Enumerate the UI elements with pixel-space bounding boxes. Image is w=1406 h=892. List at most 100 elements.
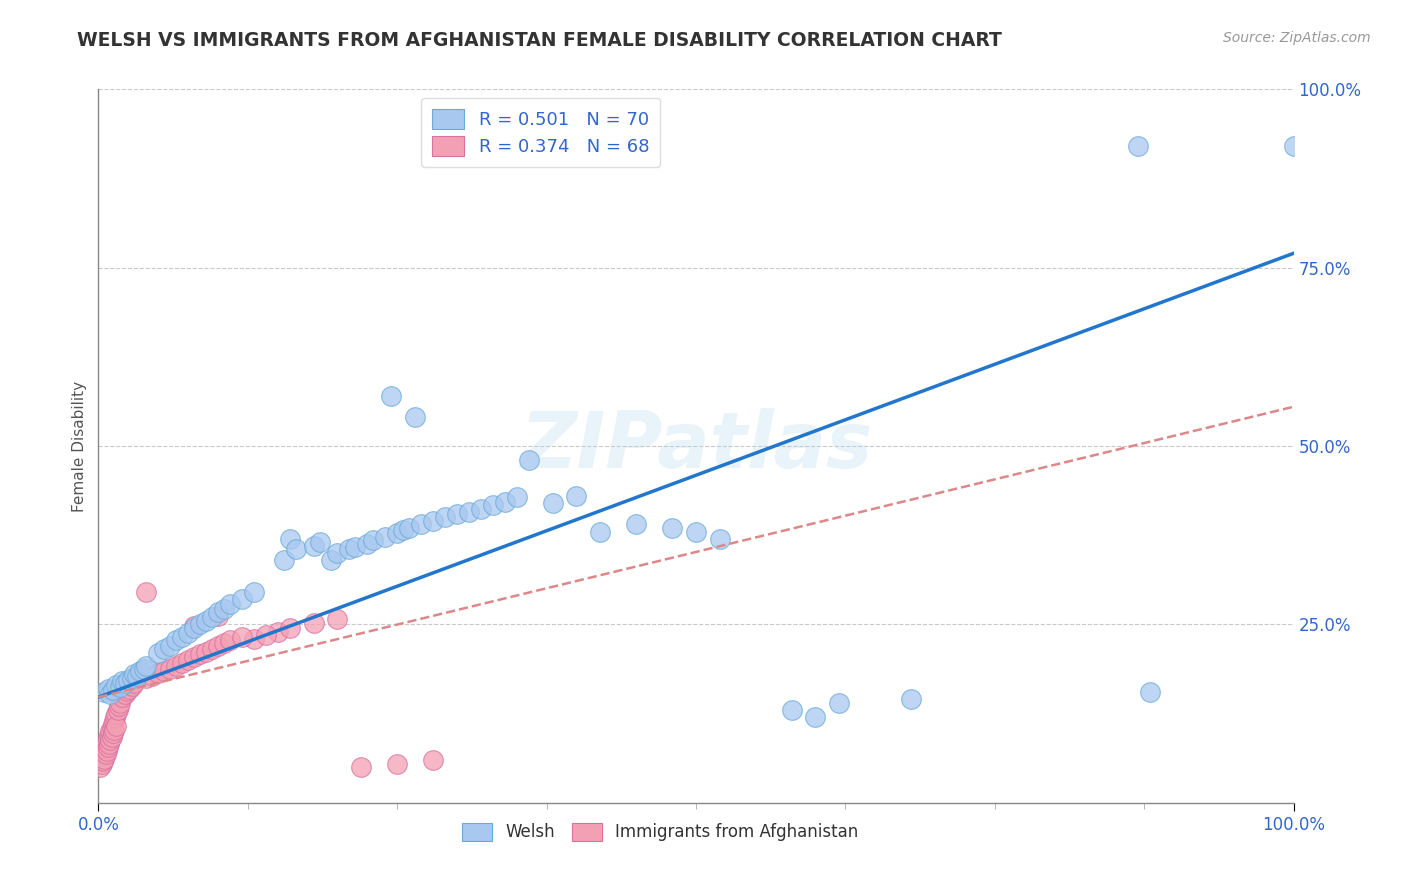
Point — [302, 615, 325, 630]
Point — [392, 523, 415, 537]
Point — [91, 755, 114, 769]
Point — [132, 662, 155, 676]
Point — [380, 389, 402, 403]
Point — [101, 683, 124, 698]
Point — [385, 756, 409, 771]
Point — [117, 673, 139, 687]
Point — [422, 753, 444, 767]
Point — [93, 685, 115, 699]
Point — [91, 749, 114, 764]
Point — [177, 653, 200, 667]
Point — [90, 753, 112, 767]
Point — [135, 658, 157, 673]
Point — [267, 624, 290, 639]
Point — [374, 530, 396, 544]
Point — [302, 539, 325, 553]
Point — [356, 537, 378, 551]
Point — [626, 517, 648, 532]
Point — [326, 612, 349, 626]
Point — [148, 646, 170, 660]
Point — [124, 667, 146, 681]
Point — [153, 664, 176, 678]
Point — [207, 605, 229, 619]
Point — [105, 678, 128, 692]
Point — [661, 521, 683, 535]
Point — [900, 692, 922, 706]
Point — [135, 671, 157, 685]
Point — [212, 601, 235, 615]
Point — [94, 739, 117, 753]
Point — [172, 656, 194, 670]
Point — [1128, 139, 1150, 153]
Point — [344, 541, 367, 555]
Point — [115, 684, 138, 698]
Point — [135, 585, 157, 599]
Point — [108, 680, 131, 694]
Point — [107, 699, 129, 714]
Point — [411, 517, 433, 532]
Point — [129, 664, 152, 678]
Point — [207, 608, 229, 623]
Point — [219, 633, 242, 648]
Point — [243, 632, 266, 646]
Point — [254, 628, 277, 642]
Point — [98, 687, 122, 701]
Point — [565, 489, 588, 503]
Point — [434, 510, 457, 524]
Point — [111, 690, 134, 705]
Point — [93, 742, 115, 756]
Point — [105, 706, 128, 721]
Point — [207, 639, 229, 653]
Point — [100, 730, 122, 744]
Point — [89, 760, 111, 774]
Point — [103, 723, 125, 737]
Point — [177, 626, 200, 640]
Point — [111, 674, 134, 689]
Point — [124, 676, 146, 690]
Point — [159, 662, 181, 676]
Point — [101, 726, 124, 740]
Point — [470, 501, 492, 516]
Point — [96, 735, 118, 749]
Point — [100, 721, 122, 735]
Point — [114, 687, 136, 701]
Point — [828, 696, 851, 710]
Point — [278, 532, 301, 546]
Point — [104, 710, 127, 724]
Point — [278, 621, 301, 635]
Point — [321, 553, 343, 567]
Point — [195, 644, 218, 658]
Point — [101, 717, 124, 731]
Point — [494, 494, 516, 508]
Point — [91, 746, 114, 760]
Point — [446, 507, 468, 521]
Point — [458, 505, 481, 519]
Point — [1282, 139, 1305, 153]
Point — [350, 760, 373, 774]
Point — [273, 553, 295, 567]
Point — [541, 496, 564, 510]
Point — [121, 679, 143, 693]
Point — [98, 724, 122, 739]
Point — [148, 665, 170, 680]
Text: ZIPatlas: ZIPatlas — [520, 408, 872, 484]
Point — [114, 676, 136, 690]
Point — [98, 728, 121, 742]
Point — [709, 532, 731, 546]
Point — [121, 671, 143, 685]
Point — [685, 524, 707, 539]
Point — [125, 669, 148, 683]
Point — [188, 617, 211, 632]
Point — [172, 630, 194, 644]
Point — [165, 633, 187, 648]
Point — [243, 585, 266, 599]
Point — [804, 710, 827, 724]
Point — [118, 681, 141, 696]
Point — [103, 714, 125, 728]
Y-axis label: Female Disability: Female Disability — [72, 380, 87, 512]
Point — [404, 410, 426, 425]
Point — [159, 639, 181, 653]
Text: Source: ZipAtlas.com: Source: ZipAtlas.com — [1223, 31, 1371, 45]
Point — [339, 542, 361, 557]
Point — [326, 546, 349, 560]
